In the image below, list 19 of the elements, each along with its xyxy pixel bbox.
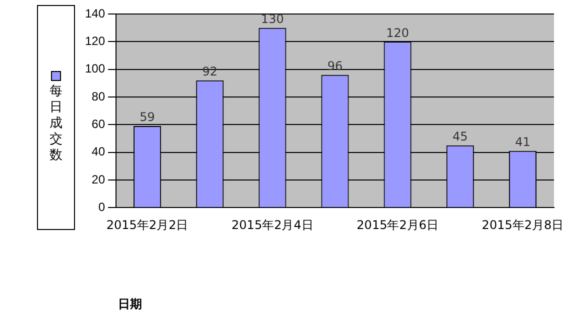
text: 日期 bbox=[118, 296, 142, 313]
x-tick-label: 2015年2月6日 bbox=[356, 218, 438, 232]
y-tick-label: 120 bbox=[84, 34, 106, 48]
data-label: 130 bbox=[260, 12, 284, 26]
legend-label: 每日成交数 bbox=[50, 84, 62, 164]
y-tick-label: 80 bbox=[92, 89, 106, 104]
data-label: 59 bbox=[140, 110, 155, 124]
data-label: 120 bbox=[386, 26, 410, 40]
x-tick-label: 2015年2月2日 bbox=[106, 218, 188, 232]
data-label: 45 bbox=[452, 129, 468, 144]
x-tick-label: 2015年2月8日 bbox=[482, 218, 564, 232]
y-tick-label: 20 bbox=[92, 172, 106, 186]
y-tick-label: 40 bbox=[92, 144, 106, 159]
x-tick-label: 2015年2月4日 bbox=[232, 218, 314, 232]
y-tick-label: 140 bbox=[84, 6, 106, 20]
y-tick-label: 60 bbox=[92, 116, 106, 131]
data-label: 41 bbox=[515, 135, 530, 150]
y-tick-label: 100 bbox=[84, 62, 106, 76]
y-tick-label: 0 bbox=[98, 200, 106, 214]
